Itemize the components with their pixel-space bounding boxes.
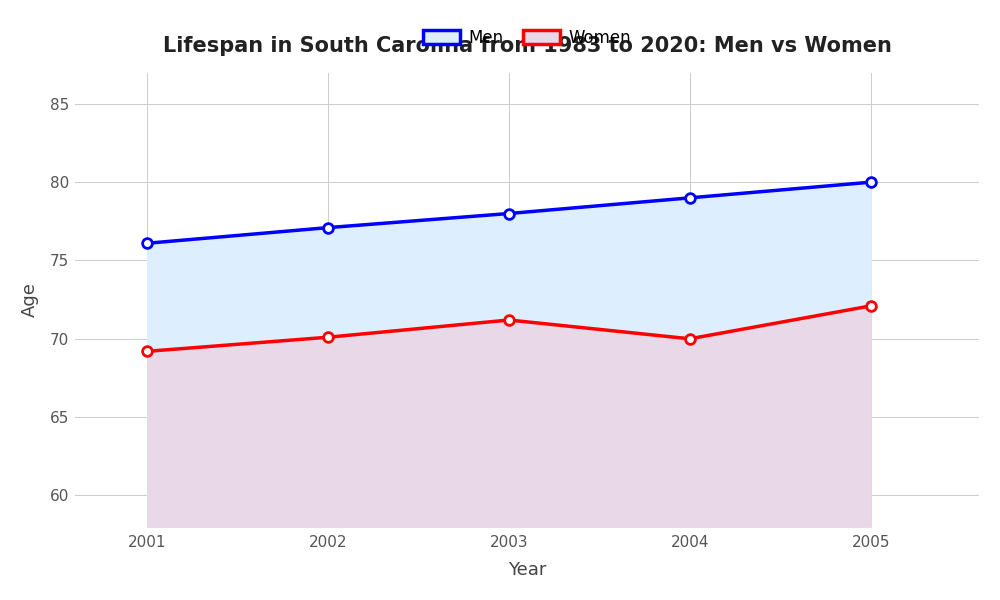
Y-axis label: Age: Age	[21, 282, 39, 317]
Legend: Men, Women: Men, Women	[416, 22, 638, 53]
X-axis label: Year: Year	[508, 561, 546, 579]
Title: Lifespan in South Carolina from 1983 to 2020: Men vs Women: Lifespan in South Carolina from 1983 to …	[163, 36, 891, 56]
